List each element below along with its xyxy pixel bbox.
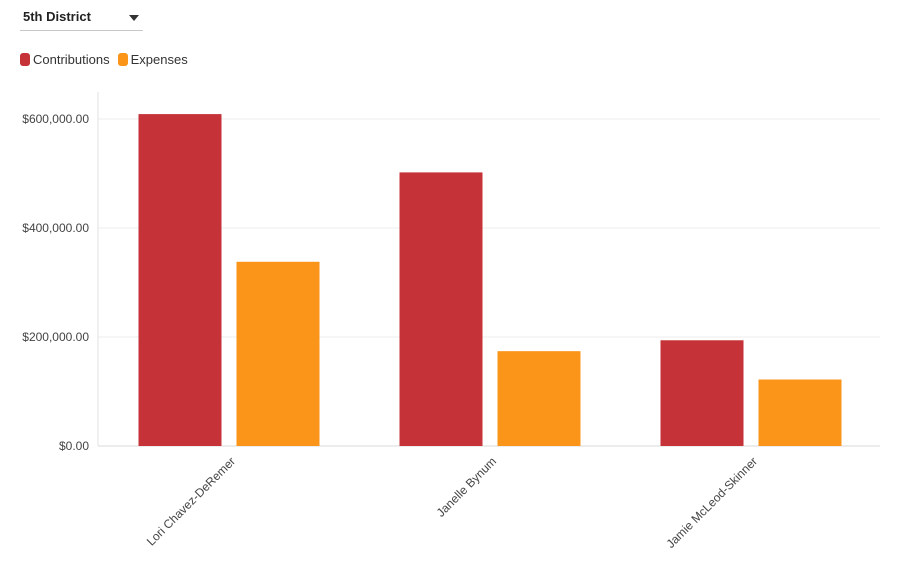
chevron-down-icon[interactable]: [129, 15, 139, 21]
legend-item-expenses[interactable]: Expenses: [117, 52, 188, 67]
legend-label-contributions: Contributions: [33, 52, 110, 67]
x-category-label-0: Lori Chavez-DeRemer: [144, 454, 238, 548]
legend-swatch-expenses: [117, 53, 128, 66]
district-dropdown-label: 5th District: [23, 9, 91, 24]
y-tick-label-2: $400,000.00: [22, 221, 89, 235]
bar-expenses-2: [758, 379, 842, 446]
x-category-label-1: Janelle Bynum: [434, 454, 500, 520]
legend-label-expenses: Expenses: [130, 52, 188, 67]
legend-item-contributions[interactable]: Contributions: [20, 52, 110, 67]
bar-contributions-0: [138, 114, 222, 446]
bar-contributions-2: [660, 340, 744, 446]
y-tick-label-0: $0.00: [59, 439, 89, 453]
y-tick-label-1: $200,000.00: [22, 330, 89, 344]
x-category-label-2: Jamie McLeod-Skinner: [663, 454, 760, 551]
bar-contributions-1: [399, 172, 483, 446]
chart-legend: Contributions Expenses: [20, 52, 196, 67]
legend-swatch-contributions: [20, 53, 30, 66]
district-dropdown[interactable]: 5th District: [20, 4, 143, 31]
bar-expenses-1: [497, 351, 581, 446]
y-tick-label-3: $600,000.00: [22, 112, 89, 126]
bar-expenses-0: [236, 261, 320, 446]
